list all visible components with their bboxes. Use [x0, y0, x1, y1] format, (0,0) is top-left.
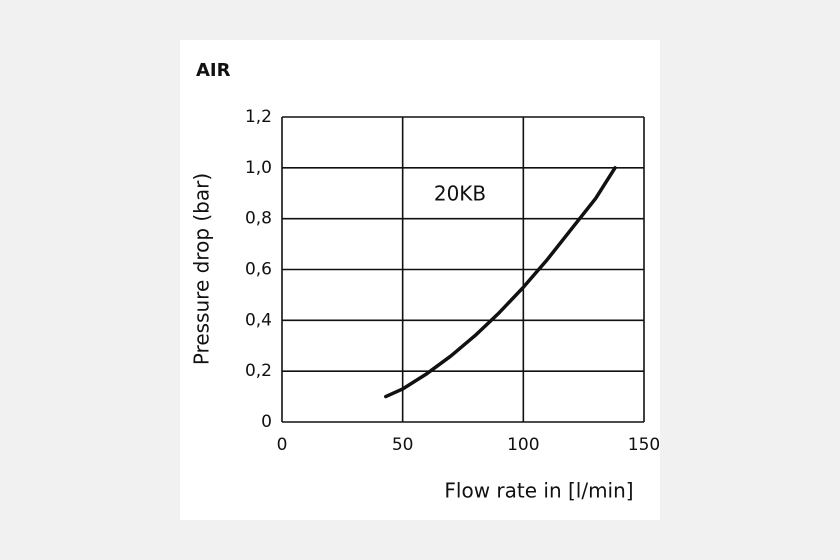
- x-tick-label: 100: [507, 435, 539, 455]
- panel: [180, 40, 660, 520]
- y-tick-label: 0,4: [245, 310, 272, 330]
- annotation: 20KB: [434, 182, 486, 206]
- y-axis-label: Pressure drop (bar): [190, 173, 214, 365]
- y-tick-label: 0,2: [245, 361, 272, 381]
- y-tick-label: 0,6: [245, 260, 272, 280]
- y-tick-label: 0,8: [245, 209, 272, 229]
- x-tick-label: 150: [628, 435, 660, 455]
- x-tick-label: 50: [392, 435, 414, 455]
- y-tick-label: 0: [261, 412, 272, 432]
- x-axis-label: Flow rate in [l/min]: [444, 479, 633, 503]
- y-tick-label: 1,0: [245, 158, 272, 178]
- y-tick-label: 1,2: [245, 107, 272, 127]
- x-tick-label: 0: [277, 435, 288, 455]
- chart-title: AIR: [196, 60, 231, 81]
- data-line: [384, 166, 617, 399]
